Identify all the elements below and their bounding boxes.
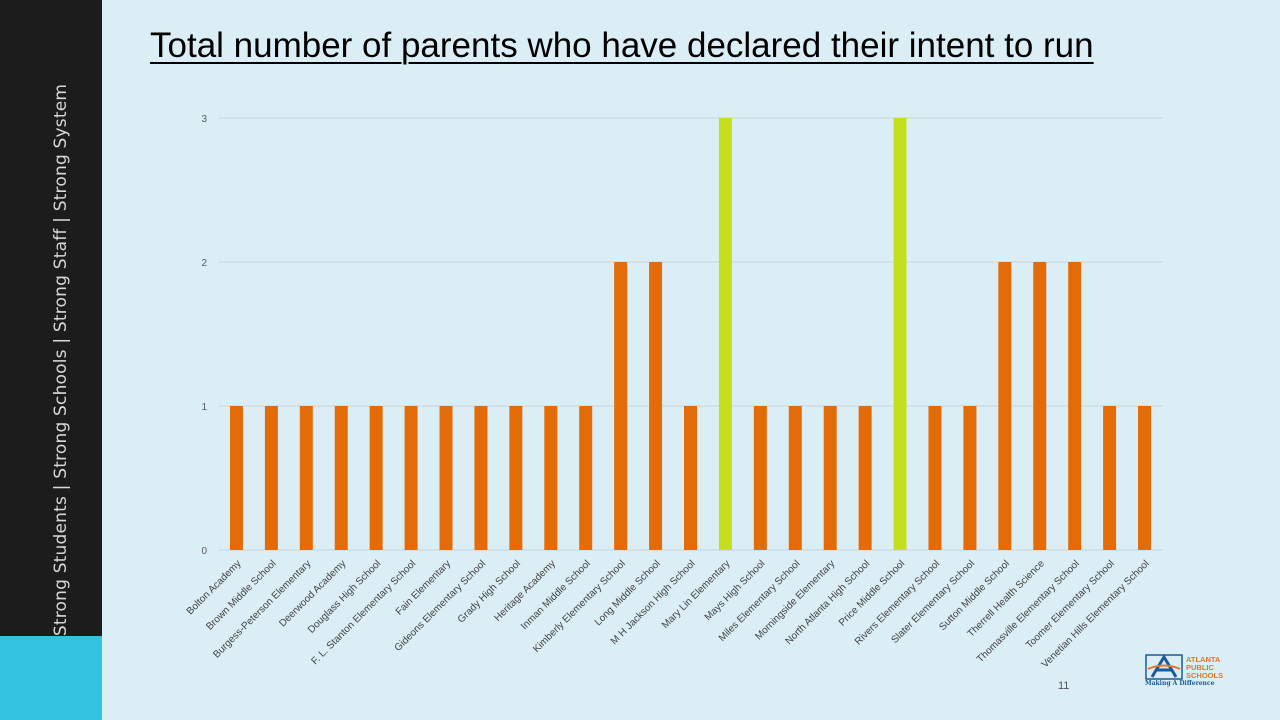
bar [998,262,1012,550]
atlanta-public-schools-logo: ATLANTA PUBLIC SCHOOLS Making A Differen… [1145,654,1235,688]
bar [928,406,942,550]
bar [229,406,243,550]
x-tick-label: Long Middle School [593,558,663,628]
bar [439,406,453,550]
y-tick-label: 0 [201,546,207,557]
bars [229,118,1152,550]
x-tick-label: Mays High School [703,558,768,623]
x-tick-label: Deerwood Academy [277,558,348,629]
bar [474,406,488,550]
bar [788,406,802,550]
logo-line-3: SCHOOLS [1186,671,1224,680]
logo-tagline: Making A Difference [1145,680,1215,687]
y-axis-ticks: 0 1 2 3 [201,114,207,557]
slide-title: Total number of parents who have declare… [150,26,1094,65]
y-tick-label: 3 [201,114,207,125]
logo-line-1: ATLANTA [1186,655,1221,664]
apple-letter-a-icon [1145,654,1183,680]
bar [369,406,383,550]
x-tick-label: Heritage Academy [492,558,558,624]
bar [264,406,278,550]
y-tick-label: 1 [201,402,207,413]
bar [893,118,907,550]
x-tick-label: Price Middle School [837,558,907,628]
bar [718,118,732,550]
page-number: 11 [1058,680,1070,692]
bar [299,406,313,550]
bar [753,406,767,550]
sidebar-accent-block [0,636,102,720]
bar [579,406,593,550]
bar [858,406,872,550]
bar [614,262,628,550]
bar [823,406,837,550]
logo-line-2: PUBLIC [1186,663,1214,672]
bar [1138,406,1152,550]
bar [649,262,663,550]
bar [404,406,418,550]
bar [1103,406,1117,550]
x-tick-label: Grady High School [456,558,523,625]
bar [509,406,523,550]
x-tick-label: Mary Lin Elementary [660,558,733,631]
y-tick-label: 2 [201,258,207,269]
sidebar: Strong Students | Strong Schools | Stron… [0,0,102,636]
bar [544,406,558,550]
bar [1033,262,1047,550]
bar [1068,262,1082,550]
bar [684,406,697,550]
bar [334,406,348,550]
bar [963,406,977,550]
